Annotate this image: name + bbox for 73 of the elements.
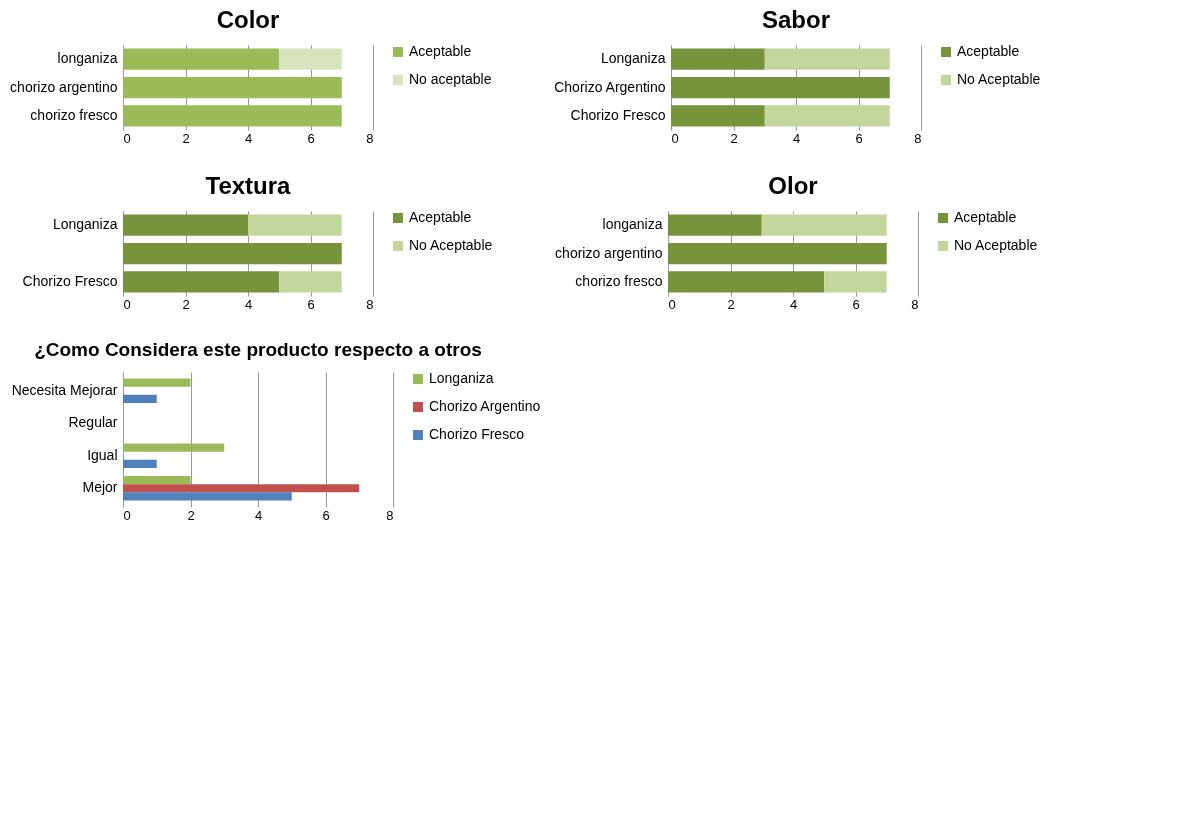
legend-label: No Aceptable [409, 237, 493, 253]
x-tick-label: 4 [244, 296, 253, 312]
x-tick-label: 6 [307, 296, 315, 312]
legend-label: Aceptable [957, 43, 1020, 59]
x-tick-label: 8 [911, 296, 919, 312]
bar [123, 443, 225, 452]
bar [123, 214, 248, 236]
bar [824, 271, 887, 293]
y-tick-label: Chorizo Fresco [570, 106, 666, 123]
x-tick-label: 8 [366, 296, 374, 312]
bar [123, 492, 292, 501]
x-tick-label: 8 [914, 130, 922, 146]
x-tick-label: 6 [307, 130, 315, 146]
x-tick-label: 2 [182, 296, 190, 312]
y-tick-label: Mejor [82, 479, 118, 496]
bar [668, 242, 887, 265]
bar [123, 394, 157, 403]
x-tick-label: 2 [727, 296, 735, 312]
bar [123, 459, 157, 468]
x-tick-label: 6 [855, 130, 863, 146]
y-tick-label: Chorizo Argentino [554, 78, 666, 95]
x-tick-label: 2 [730, 130, 738, 146]
x-tick-label: 4 [244, 130, 253, 146]
x-tick-label: 6 [322, 507, 330, 523]
legend-label: Longaniza [429, 370, 494, 386]
bar [123, 476, 191, 485]
y-tick-label: chorizo argentino [555, 244, 663, 261]
x-tick-label: 8 [366, 130, 374, 146]
y-tick-label: Chorizo Fresco [22, 272, 118, 289]
x-tick-label: 0 [123, 130, 131, 146]
bar [279, 271, 342, 293]
chart-title: Olor [768, 172, 818, 199]
x-tick-label: 2 [182, 130, 190, 146]
bar [123, 484, 360, 493]
bar [668, 271, 825, 293]
y-tick-label: Igual [87, 446, 118, 463]
x-tick-label: 4 [792, 130, 801, 146]
y-tick-label: Necesita Mejorar [11, 381, 118, 398]
y-tick-label: Regular [68, 414, 118, 431]
legend-label: Aceptable [409, 43, 472, 59]
x-tick-label: 4 [254, 507, 263, 523]
x-tick-label: 4 [789, 296, 798, 312]
bar [123, 271, 280, 293]
y-tick-label: chorizo argentino [10, 78, 118, 95]
bar [761, 214, 887, 236]
bar [123, 242, 342, 265]
chart-title: Color [216, 6, 280, 33]
y-tick-label: Longaniza [52, 216, 118, 233]
chart-title: Textura [205, 172, 292, 199]
legend-label: No Aceptable [954, 237, 1038, 253]
x-tick-label: 0 [123, 507, 131, 523]
y-tick-label: chorizo fresco [30, 106, 118, 123]
y-tick-label: longaniza [602, 216, 663, 233]
chart-title: Sabor [761, 6, 831, 33]
bar [123, 378, 191, 387]
x-tick-label: 0 [671, 130, 679, 146]
y-tick-label: Longaniza [600, 50, 666, 67]
x-tick-label: 6 [852, 296, 860, 312]
bar [668, 214, 762, 236]
legend-label: Chorizo Fresco [429, 426, 525, 442]
x-tick-label: 0 [668, 296, 676, 312]
y-tick-label: chorizo fresco [575, 272, 663, 289]
chart-title: ¿Como Considera este producto respecto a otros [34, 339, 482, 360]
legend-label: Chorizo Argentino [429, 398, 541, 414]
y-tick-label: longaniza [57, 50, 118, 67]
x-tick-label: 2 [187, 507, 195, 523]
x-tick-label: 8 [386, 507, 394, 523]
legend-label: No aceptable [409, 71, 492, 87]
legend-label: Aceptable [409, 209, 472, 225]
legend-label: Aceptable [954, 209, 1017, 225]
bar [248, 214, 342, 236]
legend-label: No Aceptable [957, 71, 1041, 87]
x-tick-label: 0 [123, 296, 131, 312]
